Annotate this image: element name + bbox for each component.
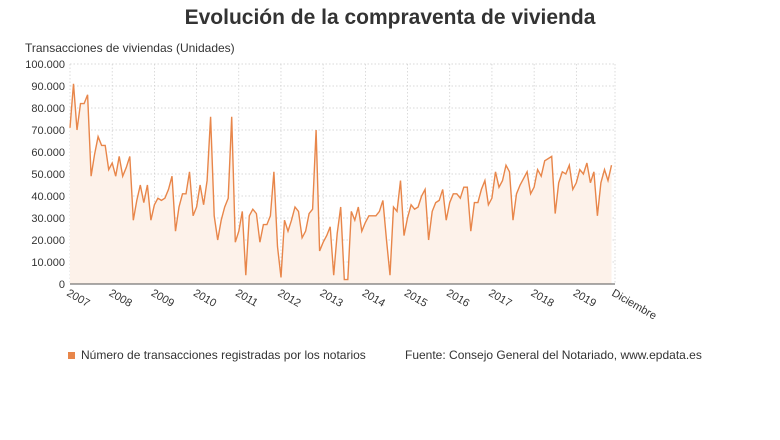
y-axis-label: Transacciones de viviendas (Unidades) xyxy=(25,41,235,55)
legend: Número de transacciones registradas por … xyxy=(68,348,366,362)
x-tick-label: Diciembre xyxy=(610,287,659,322)
x-tick-label: 2011 xyxy=(233,287,259,309)
x-tick-label: 2013 xyxy=(318,287,345,310)
y-tick-label: 0 xyxy=(59,279,65,291)
chart-title: Evolución de la compraventa de vivienda xyxy=(184,6,596,29)
y-tick-label: 100.000 xyxy=(25,59,65,71)
series-line xyxy=(69,83,613,281)
legend-swatch xyxy=(68,351,75,359)
y-tick-label: 90.000 xyxy=(31,81,65,93)
y-tick-label: 60.000 xyxy=(31,147,65,159)
y-tick-label: 20.000 xyxy=(31,235,65,247)
source-note: Fuente: Consejo General del Notariado, w… xyxy=(405,348,702,362)
x-tick-label: 2012 xyxy=(275,287,302,310)
y-tick-label: 40.000 xyxy=(31,191,65,203)
x-tick-labels: 2007 2008 2009 2010 2011 2012 2013 2014 2015 2016… xyxy=(65,287,659,322)
x-tick-label: 2016 xyxy=(444,287,471,310)
x-tick-label: 2010 xyxy=(191,287,218,310)
x-tick-label: 2009 xyxy=(149,287,176,310)
x-tick-label: 2007 xyxy=(65,287,92,310)
x-tick-label: 2008 xyxy=(107,287,134,310)
x-tick-label: 2014 xyxy=(360,287,387,310)
x-tick-label: 2017 xyxy=(486,287,513,310)
y-tick-label: 10.000 xyxy=(31,257,65,269)
y-tick-label: 30.000 xyxy=(31,213,65,225)
y-tick-label: 80.000 xyxy=(31,103,65,115)
y-tick-label: 50.000 xyxy=(31,169,65,181)
x-tick-label: 2015 xyxy=(402,287,429,310)
x-tick-label: 2018 xyxy=(529,287,556,310)
x-tick-label: 2019 xyxy=(571,287,598,310)
y-tick-label: 70.000 xyxy=(31,125,65,137)
legend-label: Número de transacciones registradas por … xyxy=(81,348,366,362)
y-tick-labels: 0 10.000 20.000 30.000 40.000 50.000 60.000 70.… xyxy=(25,59,65,291)
area-fill xyxy=(70,83,612,284)
